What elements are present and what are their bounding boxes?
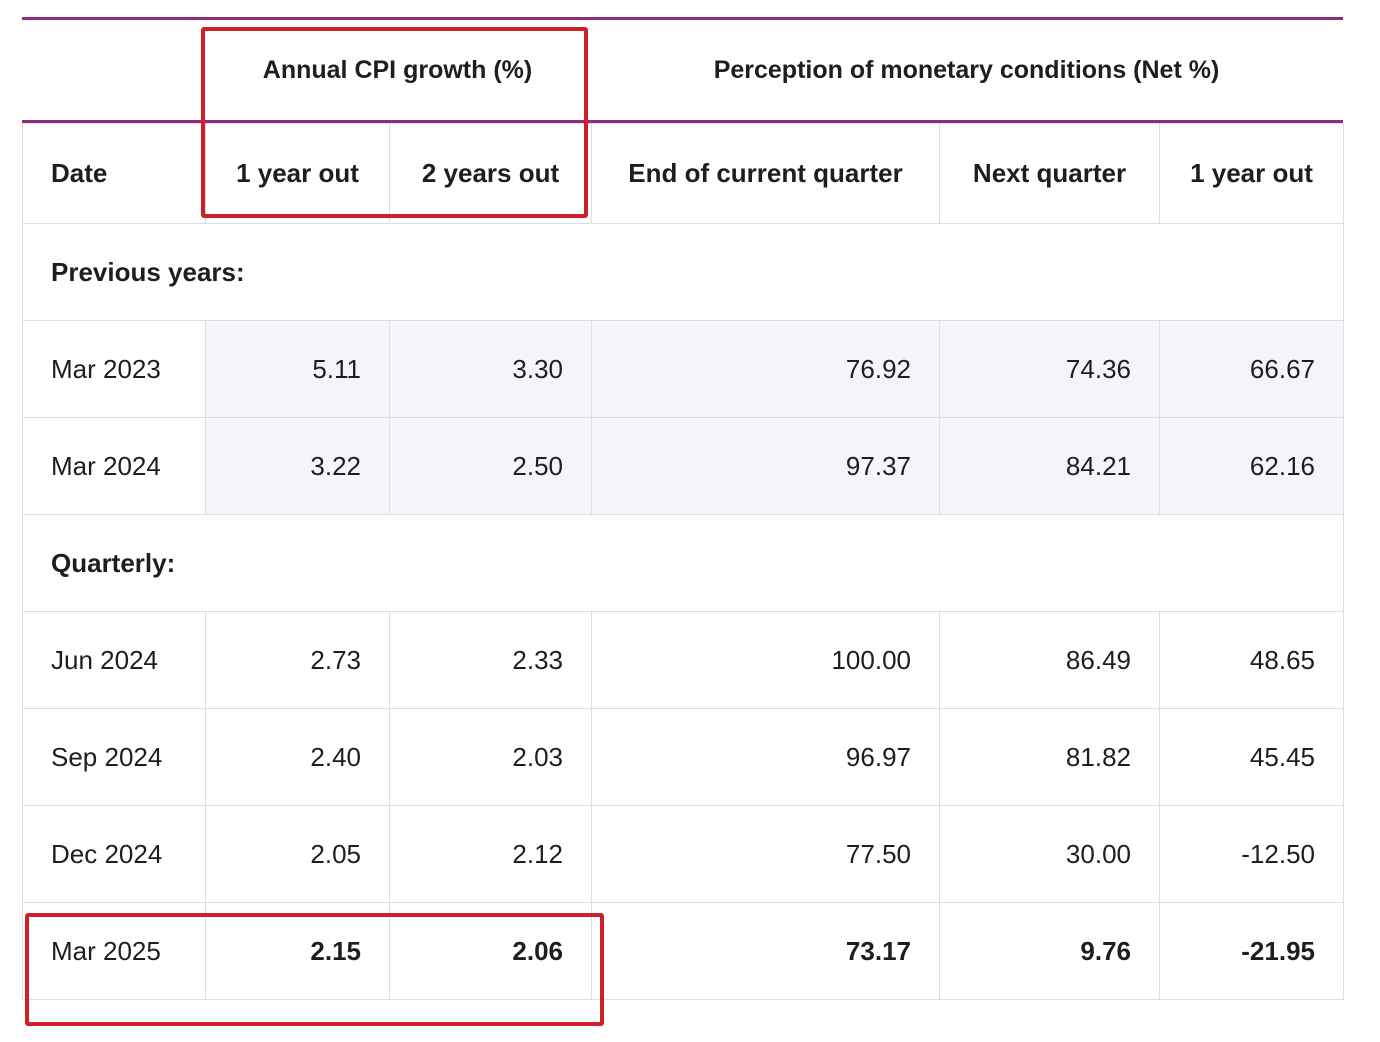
cell-cpi-2-years: 2.12 — [389, 805, 592, 903]
cell-next-quarter: 74.36 — [939, 320, 1160, 418]
row-date: Mar 2025 — [22, 902, 206, 1000]
table-row: Mar 2024 3.22 2.50 97.37 84.21 62.16 — [22, 417, 1344, 515]
section-label: Quarterly: — [22, 514, 1344, 612]
column-header-date: Date — [22, 123, 206, 224]
column-header-cpi-2-years: 2 years out — [389, 123, 592, 224]
table-row: Sep 2024 2.40 2.03 96.97 81.82 45.45 — [22, 708, 1344, 806]
data-table-container: Annual CPI growth (%) Perception of mone… — [22, 17, 1344, 1000]
section-row-previous-years: Previous years: — [22, 223, 1344, 321]
cell-end-current-quarter: 73.17 — [591, 902, 940, 1000]
cell-next-quarter: 30.00 — [939, 805, 1160, 903]
column-header-row: Date 1 year out 2 years out End of curre… — [22, 123, 1344, 224]
cell-cpi-1-year: 2.15 — [205, 902, 390, 1000]
column-header-next-quarter: Next quarter — [939, 123, 1160, 224]
cell-next-quarter: 86.49 — [939, 611, 1160, 709]
cell-monetary-1-year: 48.65 — [1159, 611, 1344, 709]
column-header-monetary-1-year: 1 year out — [1159, 123, 1344, 224]
cell-cpi-1-year: 3.22 — [205, 417, 390, 515]
cell-next-quarter: 9.76 — [939, 902, 1160, 1000]
data-table: Date 1 year out 2 years out End of curre… — [22, 123, 1344, 1000]
header-rule — [22, 120, 1343, 123]
cell-cpi-2-years: 2.03 — [389, 708, 592, 806]
cell-end-current-quarter: 97.37 — [591, 417, 940, 515]
column-header-cpi-1-year: 1 year out — [205, 123, 390, 224]
row-date: Mar 2023 — [22, 320, 206, 418]
cell-monetary-1-year: 66.67 — [1159, 320, 1344, 418]
row-date: Dec 2024 — [22, 805, 206, 903]
table-row-latest: Mar 2025 2.15 2.06 73.17 9.76 -21.95 — [22, 902, 1344, 1000]
row-date: Jun 2024 — [22, 611, 206, 709]
group-header-cpi: Annual CPI growth (%) — [262, 56, 533, 84]
cell-cpi-1-year: 2.40 — [205, 708, 390, 806]
section-label: Previous years: — [22, 223, 1344, 321]
table-row: Mar 2023 5.11 3.30 76.92 74.36 66.67 — [22, 320, 1344, 418]
cell-end-current-quarter: 77.50 — [591, 805, 940, 903]
table-row: Jun 2024 2.73 2.33 100.00 86.49 48.65 — [22, 611, 1344, 709]
cell-cpi-1-year: 2.05 — [205, 805, 390, 903]
cell-end-current-quarter: 96.97 — [591, 708, 940, 806]
cell-next-quarter: 81.82 — [939, 708, 1160, 806]
section-row-quarterly: Quarterly: — [22, 514, 1344, 612]
cell-monetary-1-year: 45.45 — [1159, 708, 1344, 806]
cell-next-quarter: 84.21 — [939, 417, 1160, 515]
group-header-monetary: Perception of monetary conditions (Net %… — [713, 56, 1220, 84]
column-header-end-current-quarter: End of current quarter — [591, 123, 940, 224]
group-header-row: Annual CPI growth (%) Perception of mone… — [22, 20, 1343, 120]
cell-cpi-2-years: 3.30 — [389, 320, 592, 418]
cell-cpi-2-years: 2.33 — [389, 611, 592, 709]
cell-cpi-2-years: 2.50 — [389, 417, 592, 515]
cell-monetary-1-year: 62.16 — [1159, 417, 1344, 515]
row-date: Sep 2024 — [22, 708, 206, 806]
top-rule — [22, 17, 1343, 20]
cell-end-current-quarter: 100.00 — [591, 611, 940, 709]
cell-end-current-quarter: 76.92 — [591, 320, 940, 418]
cell-monetary-1-year: -12.50 — [1159, 805, 1344, 903]
table-row: Dec 2024 2.05 2.12 77.50 30.00 -12.50 — [22, 805, 1344, 903]
cell-monetary-1-year: -21.95 — [1159, 902, 1344, 1000]
cell-cpi-1-year: 5.11 — [205, 320, 390, 418]
cell-cpi-1-year: 2.73 — [205, 611, 390, 709]
cell-cpi-2-years: 2.06 — [389, 902, 592, 1000]
row-date: Mar 2024 — [22, 417, 206, 515]
